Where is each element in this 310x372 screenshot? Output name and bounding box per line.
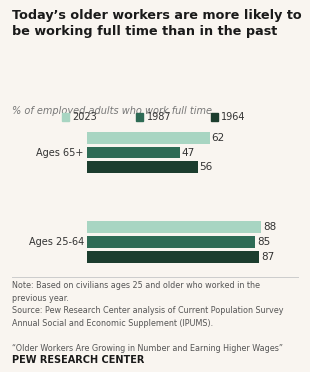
Text: 88: 88 [263, 222, 276, 232]
Bar [87, 147, 180, 158]
Text: 2023: 2023 [73, 112, 97, 122]
Text: 85: 85 [257, 237, 270, 247]
Bar [87, 132, 210, 144]
Text: 87: 87 [261, 252, 274, 262]
Text: “Older Workers Are Growing in Number and Earning Higher Wages”: “Older Workers Are Growing in Number and… [12, 344, 283, 353]
Text: Ages 25-64: Ages 25-64 [29, 237, 84, 247]
Text: Note: Based on civilians ages 25 and older who worked in the: Note: Based on civilians ages 25 and old… [12, 281, 260, 290]
Text: PEW RESEARCH CENTER: PEW RESEARCH CENTER [12, 355, 145, 365]
Text: Ages 65+: Ages 65+ [37, 148, 84, 157]
Text: 1964: 1964 [221, 112, 246, 122]
Text: Annual Social and Economic Supplement (IPUMS).: Annual Social and Economic Supplement (I… [12, 319, 214, 328]
Bar [87, 221, 261, 233]
Text: 56: 56 [200, 163, 213, 172]
Text: previous year.: previous year. [12, 294, 69, 302]
Text: Today’s older workers are more likely to
be working full time than in the past: Today’s older workers are more likely to… [12, 9, 302, 38]
Bar [87, 236, 255, 248]
Text: % of employed adults who work full time: % of employed adults who work full time [12, 106, 212, 116]
Bar [87, 161, 198, 173]
Text: Source: Pew Research Center analysis of Current Population Survey: Source: Pew Research Center analysis of … [12, 306, 284, 315]
Text: 62: 62 [211, 133, 225, 142]
Text: 1987: 1987 [147, 112, 171, 122]
Text: 47: 47 [182, 148, 195, 157]
Bar [87, 251, 259, 263]
